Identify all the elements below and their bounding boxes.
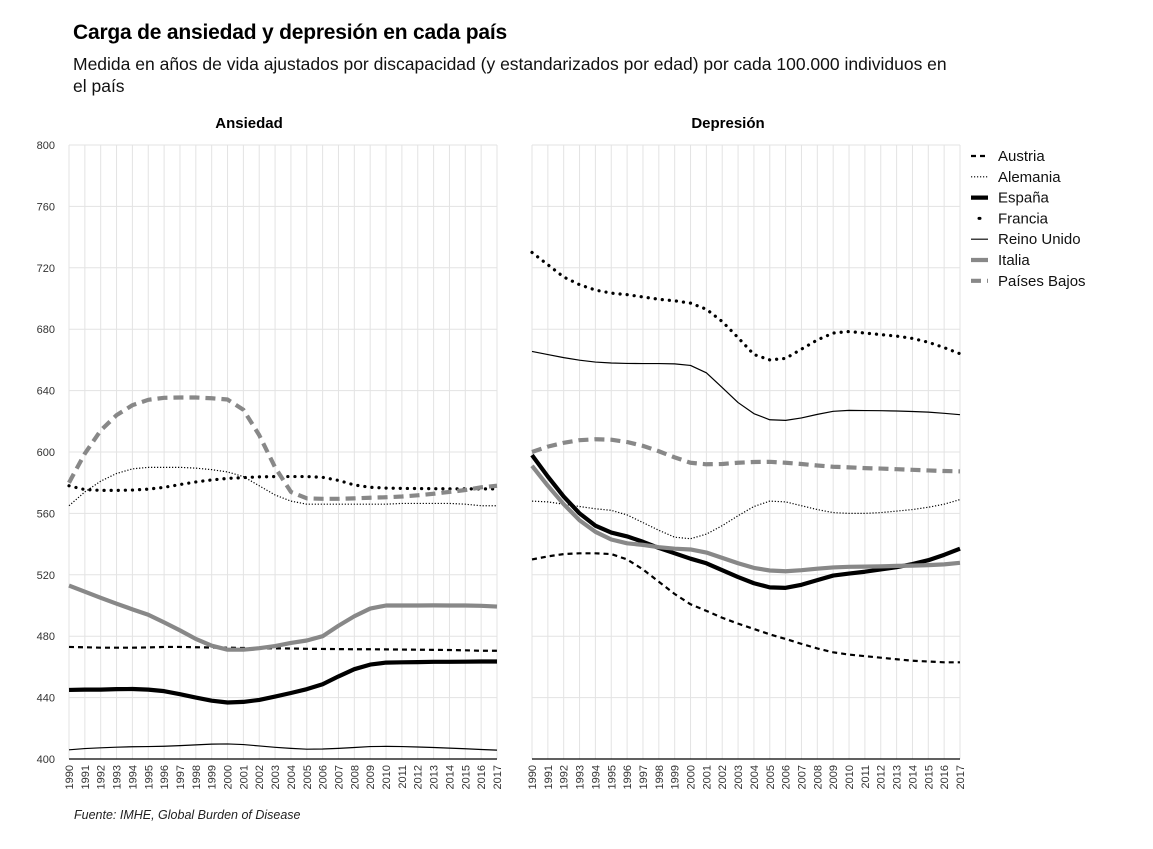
- series-line-francia: [67, 474, 499, 492]
- x-tick-label: 2008: [812, 765, 824, 789]
- x-tick-label: 1998: [654, 765, 666, 789]
- x-tick-label: 1997: [638, 765, 650, 789]
- x-tick-label: 2001: [701, 765, 713, 789]
- x-tick-label: 2010: [844, 765, 856, 789]
- chart-title: Carga de ansiedad y depresión en cada pa…: [73, 21, 507, 44]
- y-tick-label: 440: [37, 693, 55, 705]
- y-tick-label: 560: [37, 508, 55, 520]
- y-tick-label: 800: [37, 140, 55, 152]
- y-tick-label: 480: [37, 631, 55, 643]
- x-tick-label: 1997: [175, 765, 187, 789]
- series-line-italia: [530, 464, 961, 574]
- x-tick-label: 2005: [302, 765, 314, 789]
- x-tick-label: 2013: [429, 765, 441, 789]
- x-tick-label: 1993: [112, 765, 124, 789]
- x-tick-label: 2015: [460, 765, 472, 789]
- x-tick-label: 1999: [207, 765, 219, 789]
- x-tick-label: 2000: [686, 765, 698, 789]
- legend-label: Italia: [998, 252, 1030, 269]
- x-tick-label: 1993: [575, 765, 587, 789]
- x-tick-label: 2001: [238, 765, 250, 789]
- x-tick-label: 2004: [749, 765, 761, 789]
- x-tick-label: 2011: [860, 765, 872, 789]
- x-tick-label: 2015: [923, 765, 935, 789]
- chart-source: Fuente: IMHE, Global Burden of Disease: [74, 808, 301, 822]
- x-tick-label: 2012: [413, 765, 425, 789]
- x-tick-label: 2014: [444, 765, 456, 789]
- legend-label: España: [998, 190, 1050, 207]
- x-tick-label: 1991: [80, 765, 92, 789]
- x-tick-label: 2012: [876, 765, 888, 789]
- x-tick-label: 2006: [781, 765, 793, 789]
- x-tick-label: 2017: [955, 765, 967, 789]
- chart-subtitle: Medida en años de vida ajustados por dis…: [73, 54, 947, 96]
- panel-depresion: Depresión 1990 1991 1992 1993 1994 1995 1996 199…: [527, 115, 967, 789]
- x-tick-label: 2017: [492, 765, 504, 789]
- x-tick-label: 1998: [191, 765, 203, 789]
- series-line-francia: [530, 250, 962, 362]
- series-line-austria: [531, 552, 960, 664]
- x-tick-label: 1992: [559, 765, 571, 789]
- series-line-reino-unido: [68, 743, 498, 751]
- x-tick-label: 2002: [254, 765, 266, 789]
- x-tick-label: 1991: [543, 765, 555, 789]
- x-tick-label: 1996: [622, 765, 634, 789]
- x-tick-label: 2007: [333, 765, 345, 789]
- x-tick-label: 1996: [159, 765, 171, 789]
- x-tick-label: 2003: [270, 765, 282, 789]
- y-tick-label: 720: [37, 263, 55, 275]
- series-line-italia: [68, 583, 498, 652]
- y-tick-label: 760: [37, 201, 55, 213]
- x-tick-label: 2013: [892, 765, 904, 789]
- series-line-reino-unido: [531, 350, 961, 421]
- x-tick-label: 2005: [765, 765, 777, 789]
- y-tick-label: 640: [37, 386, 55, 398]
- x-tick-label: 2011: [397, 765, 409, 789]
- x-tick-label: 1990: [64, 765, 76, 789]
- panel-title: Depresión: [691, 115, 764, 132]
- x-tick-label: 2007: [796, 765, 808, 789]
- legend-label: Austria: [998, 148, 1045, 165]
- y-tick-label: 520: [37, 570, 55, 582]
- legend: Austria Alemania España Francia Reino Unido I…: [971, 148, 1086, 290]
- x-tick-label: 1992: [96, 765, 108, 789]
- x-tick-label: 1994: [127, 765, 139, 789]
- x-tick-label: 2016: [939, 765, 951, 789]
- series-line-espana: [68, 659, 497, 705]
- legend-label: Países Bajos: [998, 273, 1086, 290]
- series-line-paises-bajos: [67, 395, 498, 501]
- panel-ansiedad: Ansiedad 400 440 480 520 560 600 640 680 720 760 80…: [37, 115, 504, 789]
- x-tick-label: 2004: [286, 765, 298, 789]
- x-tick-label: 2014: [907, 765, 919, 789]
- x-tick-label: 1999: [670, 765, 682, 789]
- series-line-alemania: [68, 466, 497, 507]
- x-tick-label: 2006: [318, 765, 330, 789]
- y-tick-label: 680: [37, 324, 55, 336]
- x-tick-label: 2002: [717, 765, 729, 789]
- x-tick-label: 2008: [349, 765, 361, 789]
- y-tick-label: 600: [37, 447, 55, 459]
- legend-label: Francia: [998, 210, 1049, 227]
- x-tick-label: 2010: [381, 765, 393, 789]
- x-tick-label: 2009: [365, 765, 377, 789]
- panel-title: Ansiedad: [215, 115, 283, 132]
- x-tick-label: 2000: [223, 765, 235, 789]
- series-line-paises-bajos: [531, 437, 961, 474]
- legend-label: Reino Unido: [998, 231, 1081, 248]
- series-line-austria: [68, 645, 497, 652]
- x-tick-label: 1990: [527, 765, 539, 789]
- y-tick-label: 400: [37, 754, 55, 766]
- x-tick-label: 2009: [828, 765, 840, 789]
- series-line-espana: [530, 453, 961, 590]
- x-tick-label: 1994: [590, 765, 602, 789]
- legend-label: Alemania: [998, 169, 1061, 186]
- x-tick-label: 2003: [733, 765, 745, 789]
- x-tick-label: 1995: [606, 765, 618, 789]
- x-tick-label: 1995: [143, 765, 155, 789]
- x-tick-label: 2016: [476, 765, 488, 789]
